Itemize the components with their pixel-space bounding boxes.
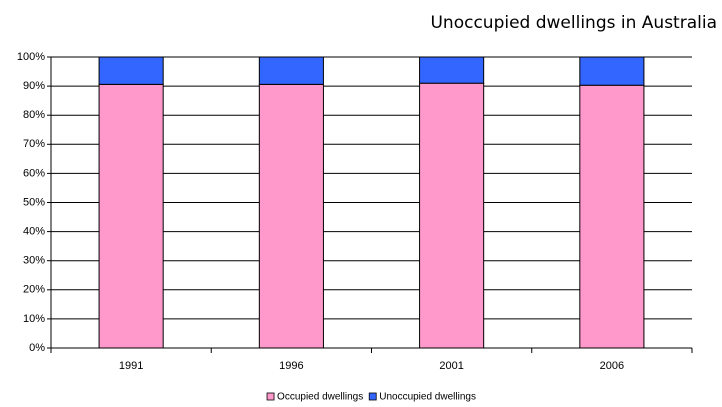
- y-tick-label: 100%: [17, 51, 45, 63]
- bar-segment: [258, 83, 324, 349]
- x-tick-label: 1996: [279, 360, 303, 372]
- y-tick-label: 20%: [23, 284, 45, 296]
- legend-label: Occupied dwellings: [277, 392, 363, 403]
- legend-swatch: [266, 392, 275, 401]
- bar-segment: [98, 83, 164, 349]
- bar-segment: [579, 56, 645, 86]
- bar-segment: [419, 56, 485, 84]
- bar-segment: [579, 84, 645, 349]
- legend-label: Unoccupied dwellings: [379, 392, 476, 403]
- y-tick-label: 70%: [23, 138, 45, 150]
- y-tick-label: 40%: [23, 226, 45, 238]
- bar-segment: [258, 56, 324, 85]
- y-tick-label: 80%: [23, 109, 45, 121]
- y-tick-label: 90%: [23, 80, 45, 92]
- bar-segment: [419, 82, 485, 349]
- legend-swatch: [368, 392, 377, 401]
- bar-segment: [98, 56, 164, 85]
- y-tick-label: 0%: [29, 342, 45, 354]
- y-tick-label: 50%: [23, 196, 45, 208]
- chart-title: Unoccupied dwellings in Australia: [430, 13, 717, 33]
- x-tick-label: 2001: [439, 360, 463, 372]
- y-tick-label: 60%: [23, 167, 45, 179]
- x-tick-label: 1991: [119, 360, 143, 372]
- y-tick-label: 10%: [23, 313, 45, 325]
- x-tick-label: 2006: [600, 360, 624, 372]
- y-tick-label: 30%: [23, 255, 45, 267]
